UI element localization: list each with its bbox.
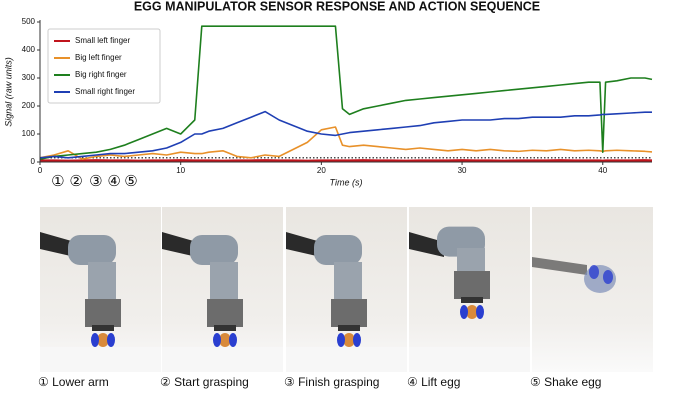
robot-wrist [88, 262, 116, 302]
table [286, 347, 407, 372]
x-tick-label: 0 [38, 166, 43, 175]
series-line [39, 126, 653, 160]
finger [213, 333, 221, 347]
x-tick-label: 20 [317, 166, 326, 175]
robot-joint [190, 235, 238, 265]
legend-label: Big left finger [75, 53, 122, 62]
photo-caption: ③ Finish grasping [284, 375, 379, 389]
chart-title: EGG MANIPULATOR SENSOR RESPONSE AND ACTI… [134, 0, 540, 13]
table [162, 347, 283, 372]
finger [589, 265, 599, 279]
y-tick-label: 500 [22, 17, 36, 26]
finger [107, 333, 115, 347]
gripper-plate [338, 325, 360, 331]
gripper-plate [92, 325, 114, 331]
y-axis-label: Signal (raw units) [3, 57, 13, 127]
x-tick-label: 10 [176, 166, 185, 175]
x-tick-label: 30 [458, 166, 467, 175]
gripper-body [207, 299, 243, 327]
robot-joint [68, 235, 116, 265]
egg [343, 333, 355, 347]
y-tick-label: 200 [22, 101, 36, 110]
step-marker: ① [51, 173, 64, 190]
x-tick-label: 40 [598, 166, 607, 175]
legend-label: Big right finger [75, 70, 127, 79]
legend-box [47, 28, 161, 104]
y-tick-label: 100 [22, 129, 36, 138]
robot-arm [532, 257, 587, 275]
y-tick-label: 400 [22, 45, 36, 54]
photo-caption: ② Start grasping [160, 375, 249, 389]
robot-arm [286, 232, 321, 257]
robot-wrist [210, 262, 238, 302]
robot-wrist [334, 262, 362, 302]
x-axis-label: Time (s) [330, 177, 363, 187]
egg [219, 333, 231, 347]
gripper-plate [461, 297, 483, 303]
robot-arm [409, 232, 444, 257]
series-line [39, 110, 652, 159]
photo-caption: ⑤ Shake egg [530, 375, 601, 389]
step-marker: ④ [107, 173, 120, 190]
gripper-body [331, 299, 367, 327]
y-tick-label: 300 [22, 73, 36, 82]
robot-arm [162, 232, 197, 257]
robot-joint [314, 235, 362, 265]
photo-caption: ① Lower arm [38, 375, 109, 389]
egg [97, 333, 109, 347]
table [409, 347, 530, 372]
photo-caption: ④ Lift egg [407, 375, 460, 389]
y-tick-label: 0 [31, 157, 36, 166]
gripper-body [85, 299, 121, 327]
series-line [40, 159, 653, 163]
gripper-plate [214, 325, 236, 331]
finger [603, 270, 613, 284]
gripper-body [454, 271, 490, 299]
robot-arm [40, 232, 75, 257]
series-line [39, 25, 653, 160]
photo-strip: ① Lower arm ② Start grasping ③ Finish gras… [38, 207, 653, 389]
table [40, 347, 161, 372]
finger [337, 333, 345, 347]
finger [476, 305, 484, 319]
finger [460, 305, 468, 319]
step-marker: ② [69, 173, 82, 190]
egg [466, 305, 478, 319]
finger [229, 333, 237, 347]
finger [91, 333, 99, 347]
step-marker: ⑤ [124, 173, 137, 190]
step-marker: ③ [89, 173, 102, 190]
finger [353, 333, 361, 347]
legend-label: Small left finger [75, 36, 130, 45]
legend-label: Small right finger [75, 87, 135, 96]
